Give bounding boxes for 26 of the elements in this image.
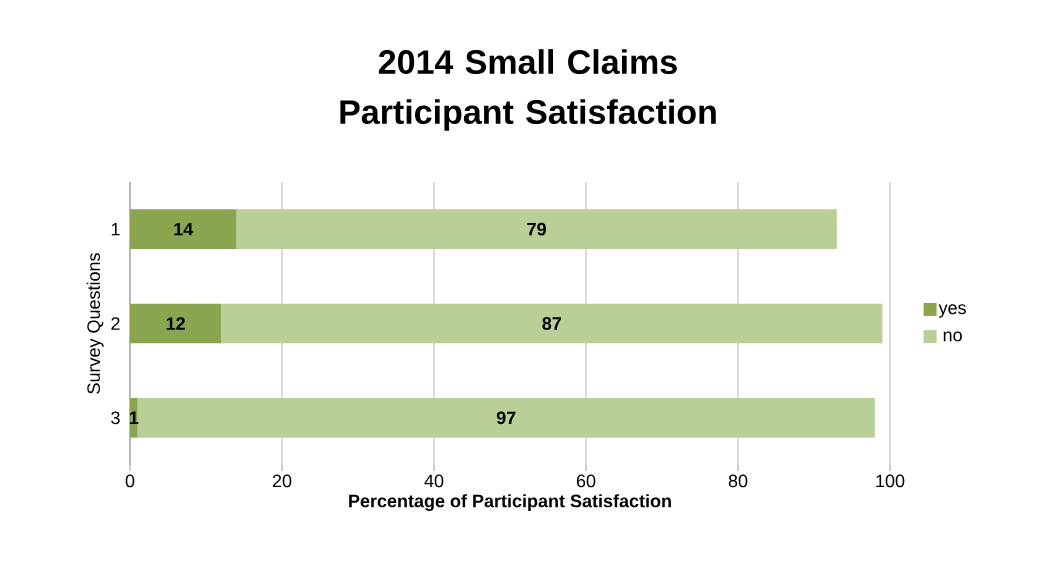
x-tick-label: 20 (272, 474, 292, 488)
x-axis-title: Percentage of Participant Satisfaction (349, 494, 671, 511)
x-tick-label: 0 (125, 474, 135, 488)
data-label: 12 (166, 317, 185, 330)
data-label: 79 (527, 222, 546, 236)
y-tick-label: 2 (111, 317, 120, 330)
y-axis-title: Survey Questions (86, 253, 104, 394)
x-tick-label: 60 (576, 474, 596, 488)
legend-label: yes (938, 304, 966, 318)
bar (130, 398, 138, 438)
data-label: 87 (542, 317, 562, 330)
data-label: 97 (496, 411, 516, 425)
bar (236, 209, 837, 249)
x-tick-label: 40 (424, 474, 444, 488)
chart-title: 2014 Small Claims Participant Satisfaction (340, 49, 716, 131)
x-tick-label: 100 (876, 474, 905, 488)
bar (137, 398, 875, 438)
y-tick-label: 1 (111, 222, 120, 236)
bar (221, 303, 883, 344)
y-tick-label: 3 (111, 411, 120, 425)
x-tick-label: 80 (728, 474, 748, 488)
data-label: 1 (129, 411, 139, 425)
bar (130, 303, 222, 344)
legend-label: no (943, 331, 962, 342)
data-label: 14 (174, 222, 194, 236)
bar (130, 209, 237, 249)
